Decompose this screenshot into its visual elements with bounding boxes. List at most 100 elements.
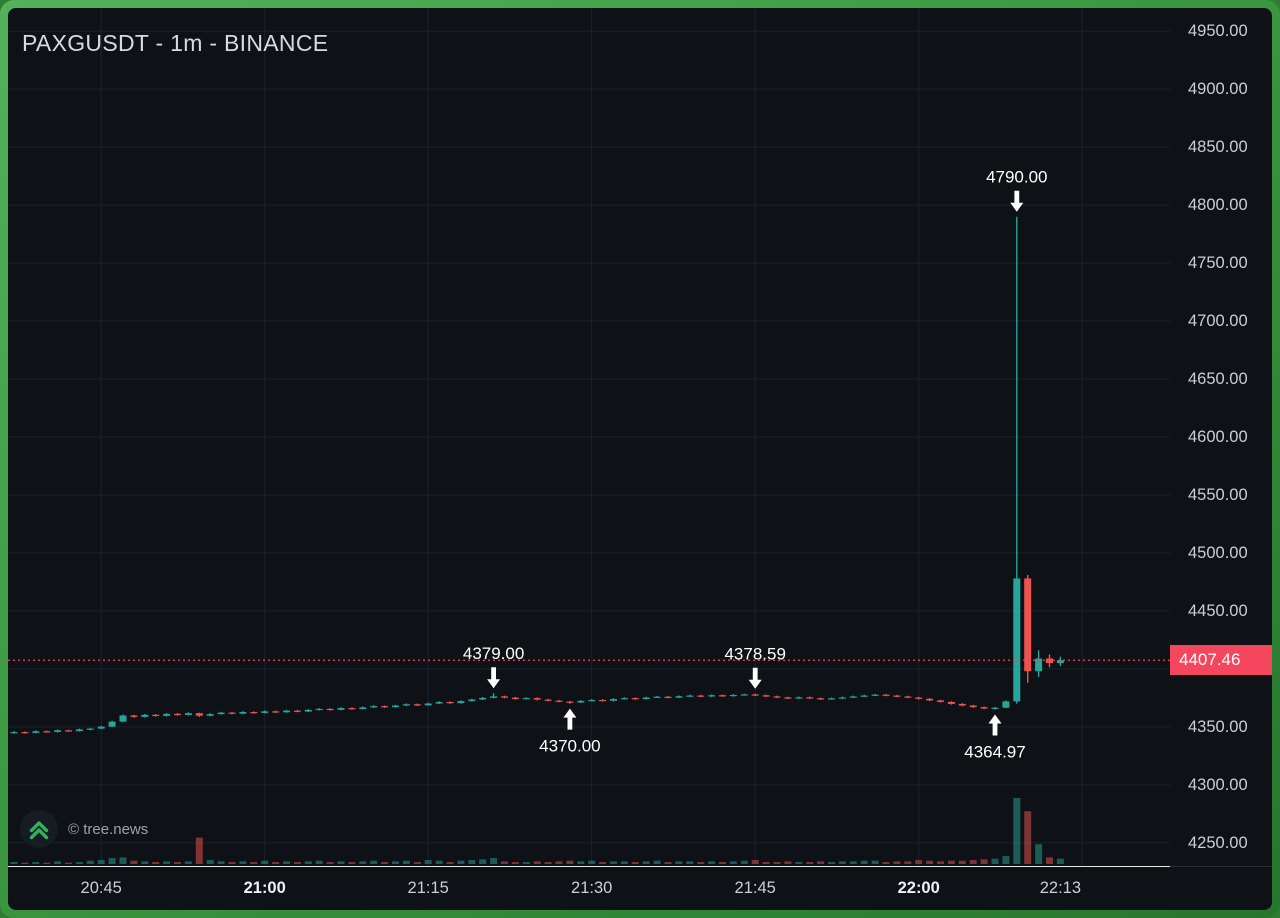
- volume-bar: [871, 860, 879, 864]
- price-axis-label: 4650.00: [1188, 370, 1248, 389]
- candle: [893, 694, 901, 698]
- annotation-label: 4379.00: [463, 644, 524, 663]
- candle-body: [740, 694, 748, 696]
- candle-body: [97, 726, 105, 729]
- candle-body: [969, 705, 977, 708]
- candle: [206, 713, 214, 717]
- candle: [1024, 574, 1032, 683]
- price-axis-label: 4300.00: [1188, 775, 1248, 794]
- volume-bar: [97, 860, 105, 864]
- candlestick-chart[interactable]: 4790.00 4379.00 4378.59 4370.00 4364.97: [8, 8, 1170, 866]
- candle: [795, 696, 803, 699]
- candle-body: [130, 715, 138, 717]
- volume-bar: [315, 860, 323, 864]
- volume-bar: [610, 861, 617, 864]
- price-annotation: 4364.97: [964, 714, 1026, 762]
- candle-body: [555, 700, 563, 702]
- candle: [828, 697, 835, 700]
- volume-bar: [108, 858, 116, 864]
- volume-bar: [424, 860, 432, 864]
- candle-body: [544, 699, 552, 701]
- candle: [370, 705, 378, 708]
- candle: [228, 711, 236, 715]
- candle-body: [686, 695, 694, 697]
- candle-body: [152, 714, 160, 717]
- candle: [326, 708, 334, 711]
- time-axis-label: 22:00: [897, 879, 940, 897]
- candle-body: [479, 697, 487, 700]
- annotation-label: 4370.00: [539, 737, 600, 756]
- candle: [947, 701, 955, 705]
- volume-bar: [577, 861, 585, 864]
- volume-bar: [65, 862, 72, 864]
- candle-body: [588, 699, 596, 702]
- candle-body: [610, 699, 617, 701]
- candle: [97, 725, 105, 730]
- volume-bar: [402, 860, 410, 864]
- candle: [381, 705, 389, 708]
- price-annotation: 4370.00: [539, 708, 601, 756]
- candle-body: [217, 712, 225, 715]
- candle: [141, 713, 149, 718]
- candle-body: [424, 703, 432, 706]
- candle: [457, 700, 465, 704]
- candle-body: [413, 704, 421, 706]
- volume-bar: [86, 860, 94, 864]
- volume-bar: [838, 861, 846, 864]
- candle-body: [947, 701, 955, 704]
- chart-plot-area[interactable]: 4790.00 4379.00 4378.59 4370.00 4364.97 PAXG…: [8, 8, 1170, 866]
- volume-bar: [566, 860, 574, 864]
- volume-bar: [1035, 844, 1043, 864]
- volume-bar: [947, 860, 955, 864]
- volume-bar: [653, 860, 661, 864]
- volume-bar: [599, 862, 607, 864]
- volume-bar: [1002, 856, 1010, 864]
- volume-bar: [413, 862, 421, 864]
- price-axis-label: 4750.00: [1188, 254, 1248, 273]
- volume-bar: [174, 862, 181, 864]
- volume-bar: [860, 860, 868, 864]
- candle: [620, 697, 628, 700]
- candle: [937, 699, 944, 703]
- candle: [784, 696, 792, 700]
- candle: [65, 729, 72, 732]
- time-axis-label: 20:45: [80, 879, 122, 897]
- chart-app: 4790.00 4379.00 4378.59 4370.00 4364.97 PAXG…: [8, 8, 1272, 910]
- candle-body: [435, 702, 443, 704]
- price-axis[interactable]: 4950.00 4900.00 4850.00 4800.00 4750.00 4700.…: [1170, 8, 1272, 866]
- candle: [599, 699, 607, 702]
- volume-bar: [468, 860, 476, 864]
- volume-bar: [533, 861, 541, 864]
- candle-body: [882, 694, 890, 696]
- volume-bar: [642, 861, 650, 864]
- candle: [239, 711, 247, 715]
- time-axis[interactable]: 20:45 21:00 21:15 21:30 21:45 22:00 22:13: [8, 866, 1170, 910]
- candle-body: [533, 698, 541, 700]
- price-axis-label: 4250.00: [1188, 833, 1248, 852]
- candle: [719, 694, 726, 697]
- volume-bar: [631, 862, 639, 864]
- candle: [130, 714, 138, 718]
- volume-bar: [1056, 858, 1064, 864]
- volume-bar: [849, 861, 857, 864]
- candle-body: [708, 695, 716, 697]
- candle-body: [293, 710, 301, 712]
- watermark[interactable]: © tree.news: [20, 810, 148, 848]
- price-axis-label: 4700.00: [1188, 312, 1248, 331]
- candle-body: [228, 712, 236, 714]
- volume-bar: [283, 861, 290, 864]
- candle: [174, 713, 181, 716]
- candle: [272, 710, 280, 713]
- candle: [631, 697, 639, 700]
- volume-bar: [784, 861, 792, 864]
- volume-bar: [43, 862, 51, 864]
- candle-body: [522, 698, 530, 700]
- candle-body: [119, 715, 127, 722]
- candle-body: [326, 708, 334, 711]
- volume-bar: [806, 862, 814, 864]
- candle-body: [370, 706, 378, 708]
- candle: [533, 697, 541, 701]
- candle: [195, 712, 203, 717]
- candle-body: [762, 695, 770, 697]
- time-axis-label: 21:30: [571, 879, 613, 897]
